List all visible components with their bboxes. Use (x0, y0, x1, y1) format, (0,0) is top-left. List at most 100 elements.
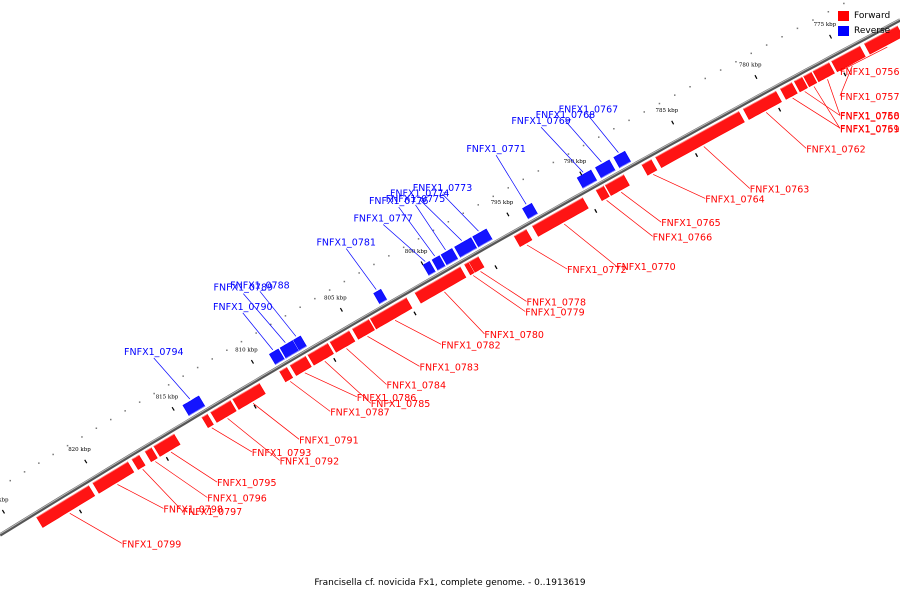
gene-label-FNFX1_0758: FNFX1_0758 (840, 111, 900, 122)
gene-FNFX1_0775 (440, 248, 459, 266)
leader-FNFX1_0757 (839, 65, 853, 97)
scale-dot (796, 27, 799, 30)
scale-dot (704, 77, 706, 80)
gene-FNFX1_0784-edge (329, 330, 350, 343)
gene-FNFX1_0781 (373, 288, 388, 305)
leader-FNFX1_0795 (170, 451, 218, 483)
leader-FNFX1_0763 (703, 146, 751, 189)
legend-reverse-label: Reverse (854, 25, 891, 36)
gene-label-FNFX1_0780: FNFX1_0780 (484, 330, 544, 341)
feature-mark (494, 265, 498, 270)
feature-mark (413, 311, 417, 316)
gene-label-FNFX1_0786: FNFX1_0786 (357, 393, 417, 404)
gene-label-FNFX1_0768: FNFX1_0768 (536, 110, 596, 121)
leader-FNFX1_0765 (620, 191, 662, 223)
gene-FNFX1_0798-edge (92, 461, 128, 484)
leader-FNFX1_0797 (142, 468, 183, 512)
gene-label-FNFX1_0764: FNFX1_0764 (705, 194, 765, 205)
leader-FNFX1_0780 (444, 291, 485, 335)
genome-backbone-highlight (0, 18, 900, 535)
tick-mark (671, 120, 675, 125)
leader-FNFX1_0783 (367, 335, 420, 367)
gene-label-FNFX1_0794: FNFX1_0794 (124, 347, 184, 358)
gene-FNFX1_0765-edge (604, 174, 624, 186)
leader-FNFX1_0758 (827, 79, 841, 116)
gene-FNFX1_0786-edge (289, 355, 306, 366)
map-caption: Francisella cf. novicida Fx1, complete g… (314, 578, 586, 588)
scale-dot (689, 86, 691, 88)
gene-label-FNFX1_0798: FNFX1_0798 (163, 504, 223, 515)
scale-dot (537, 170, 540, 172)
feature-mark (843, 72, 847, 77)
gene-FNFX1_0760-edge (794, 76, 803, 82)
scale-dot (138, 401, 141, 403)
leader-FNFX1_0773 (442, 193, 479, 232)
gene-FNFX1_0796-edge (144, 447, 152, 452)
leader-FNFX1_0776 (398, 206, 435, 257)
gene-FNFX1_0799-edge (36, 485, 89, 518)
gene-label-FNFX1_0792: FNFX1_0792 (280, 456, 340, 467)
gene-FNFX1_0794-edge (188, 405, 206, 417)
gene-label-FNFX1_0793: FNFX1_0793 (252, 448, 312, 459)
gene-FNFX1_0779-edge (464, 261, 469, 265)
gene-label-FNFX1_0789: FNFX1_0789 (214, 283, 274, 294)
gene-label-FNFX1_0756: FNFX1_0756 (840, 67, 900, 78)
leader-FNFX1_0789 (243, 293, 286, 343)
gene-label-FNFX1_0771: FNFX1_0771 (466, 144, 526, 155)
gene-label-FNFX1_0757: FNFX1_0757 (840, 92, 900, 103)
feature-mark (778, 107, 782, 112)
reverse-swatch (838, 25, 849, 36)
scale-dot (314, 297, 316, 300)
scale-dot (226, 349, 228, 351)
gene-FNFX1_0757-edge (831, 45, 860, 62)
scale-dot (507, 187, 509, 189)
scale-dot (552, 161, 555, 164)
leader-FNFX1_0792 (227, 418, 280, 461)
scale-dot (358, 272, 360, 274)
scale-dot (328, 289, 331, 291)
gene-FNFX1_0767 (613, 150, 632, 169)
gene-label-FNFX1_0790: FNFX1_0790 (213, 302, 273, 313)
gene-FNFX1_0764-edge (641, 159, 652, 166)
legend-forward: Forward (838, 8, 900, 23)
legend-forward-label: Forward (854, 10, 891, 21)
gene-label-FNFX1_0762: FNFX1_0762 (806, 144, 866, 155)
scale-dot (9, 479, 11, 482)
scale-dot (95, 427, 98, 429)
gene-FNFX1_0774-edge (460, 247, 478, 258)
scale-dot (462, 212, 464, 214)
gene-label-FNFX1_0770: FNFX1_0770 (616, 262, 676, 273)
scale-dot (110, 418, 112, 421)
scale-dot (477, 204, 479, 206)
scale-dot (827, 11, 830, 13)
gene-label-FNFX1_0783: FNFX1_0783 (420, 362, 480, 373)
tick-mark (420, 261, 424, 266)
scale-dot (52, 453, 54, 456)
feature-mark (165, 456, 169, 462)
gene-FNFX1_0759-edge (803, 71, 812, 77)
gene-FNFX1_0793-edge (201, 413, 208, 418)
gene-label-FNFX1_0763: FNFX1_0763 (750, 185, 810, 196)
scale-dot (167, 384, 170, 386)
gene-label-FNFX1_0769: FNFX1_0769 (511, 116, 571, 127)
feature-mark (253, 404, 257, 409)
scale-dot (270, 323, 272, 326)
scale-dot (613, 128, 615, 130)
gene-label-FNFX1_0767: FNFX1_0767 (559, 105, 619, 116)
leader-FNFX1_0761 (792, 97, 841, 129)
scale-dot (81, 436, 83, 438)
leader-FNFX1_0774 (419, 199, 462, 241)
leader-FNFX1_0784 (346, 348, 387, 385)
tick-mark (1, 509, 6, 514)
tick-mark (579, 171, 583, 176)
tick-label: 790 kbp (564, 159, 587, 165)
tick-label: 815 kbp (156, 395, 179, 401)
gene-label-FNFX1_0796: FNFX1_0796 (207, 494, 267, 505)
gene-label-FNFX1_0782: FNFX1_0782 (441, 340, 501, 351)
gene-FNFX1_0778-edge (468, 256, 479, 263)
gene-FNFX1_0763-edge (655, 111, 739, 158)
forward-swatch (838, 10, 849, 21)
leader-FNFX1_0760 (804, 91, 841, 116)
gene-FNFX1_0787 (279, 366, 294, 383)
scale-dot (628, 119, 630, 122)
